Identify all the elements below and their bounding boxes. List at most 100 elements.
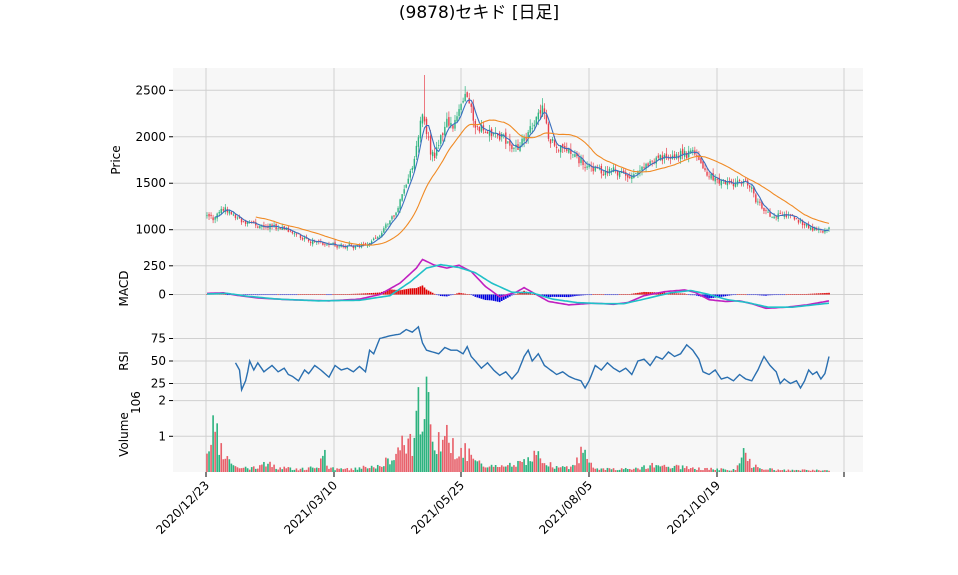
volume-bar: [665, 466, 668, 472]
price-ytick-label: 2000: [135, 130, 166, 144]
macd-hist-bar: [563, 294, 566, 298]
macd-hist-bar: [444, 294, 446, 297]
volume-bar: [287, 467, 290, 472]
volume-bar: [779, 470, 782, 472]
macd-hist-bar: [334, 294, 336, 295]
volume-bar: [336, 468, 338, 472]
volume-bar: [631, 469, 633, 472]
candle-body: [700, 157, 702, 164]
volume-bar: [496, 467, 499, 472]
macd-hist-bar: [750, 294, 753, 296]
candle-body: [734, 182, 737, 187]
candle-body: [531, 128, 533, 130]
volume-bar: [254, 468, 257, 472]
candle-body: [212, 217, 214, 221]
macd-hist-bar: [480, 294, 483, 299]
volume-bar: [389, 464, 391, 472]
macd-hist-bar: [352, 293, 355, 295]
candle-body: [372, 238, 375, 241]
macd-hist-bar: [557, 294, 560, 297]
volume-bar: [374, 468, 377, 472]
macd-hist-bar: [429, 291, 432, 295]
volume-bar: [460, 447, 462, 472]
macd-hist-bar: [637, 292, 639, 295]
macd-hist-bar: [326, 294, 328, 296]
macd-hist-bar: [704, 294, 706, 298]
volume-bar: [397, 447, 399, 472]
macd-hist-bar: [826, 292, 828, 295]
volume-bar: [285, 468, 288, 472]
volume-bar: [539, 458, 542, 472]
volume-bar: [515, 466, 517, 472]
volume-bar: [706, 467, 708, 472]
candle-body: [496, 133, 499, 136]
macd-hist-bar: [283, 294, 286, 296]
candle-body: [454, 119, 456, 129]
volume-bar: [372, 467, 375, 472]
macd-hist-bar: [513, 294, 515, 296]
macd-hist-bar: [466, 294, 468, 295]
volume-bar: [675, 464, 678, 472]
candle-body: [488, 130, 491, 136]
candle-body: [586, 166, 588, 168]
volume-bar: [458, 456, 460, 472]
volume-bar: [807, 470, 810, 472]
macd-hist-bar: [586, 294, 588, 296]
candle-body: [706, 171, 708, 176]
volume-bar: [415, 410, 418, 472]
volume-bar: [653, 467, 655, 472]
candle-body: [635, 173, 637, 175]
macd-hist-bar: [507, 294, 509, 298]
candle-body: [318, 240, 320, 242]
volume-bar: [651, 462, 653, 472]
candle-body: [643, 166, 645, 168]
macd-hist-bar: [482, 294, 485, 300]
volume-bar: [411, 455, 414, 472]
volume-bar: [439, 451, 442, 472]
macd-hist-bar: [259, 294, 261, 296]
candle-body: [618, 171, 621, 177]
candle-body: [456, 116, 458, 122]
volume-bar: [444, 436, 446, 472]
volume-bar: [383, 466, 385, 472]
volume-bar: [700, 469, 702, 472]
volume-bar: [500, 465, 503, 472]
volume-bar: [407, 438, 410, 472]
volume-bar: [633, 468, 635, 472]
volume-bar: [427, 392, 430, 472]
volume-bar: [419, 434, 422, 472]
candle-body: [419, 120, 422, 139]
candle-body: [387, 223, 389, 225]
volume-bar: [309, 466, 312, 472]
volume-bar: [647, 468, 649, 472]
macd-hist-bar: [820, 293, 822, 295]
volume-bar: [608, 468, 611, 472]
macd-hist-bar: [708, 294, 710, 299]
candle-body: [799, 220, 802, 222]
macd-hist-bar: [494, 294, 497, 302]
candle-body: [472, 103, 474, 121]
candle-body: [744, 179, 747, 181]
macd-ytick-label: 250: [143, 259, 166, 273]
macd-hist-bar: [572, 294, 574, 297]
volume-bar: [421, 431, 424, 472]
macd-hist-bar: [401, 289, 403, 295]
macd-hist-bar: [462, 293, 464, 295]
candle-body: [364, 243, 367, 246]
volume-bar: [635, 467, 637, 472]
candle-body: [657, 155, 659, 158]
macd-hist-bar: [206, 294, 208, 295]
candle-body: [466, 92, 468, 98]
macd-hist-bar: [354, 293, 357, 295]
macd-hist-bar: [685, 294, 688, 295]
volume-bar: [464, 443, 466, 472]
candle-body: [435, 147, 438, 156]
volume-bar: [533, 450, 536, 472]
volume-bar: [218, 454, 221, 472]
candle-body: [214, 217, 216, 220]
volume-bar: [655, 465, 658, 472]
candle-body: [712, 173, 714, 181]
volume-bar: [291, 470, 294, 472]
volume-ytick-label: 2: [158, 394, 166, 408]
volume-bar: [358, 467, 361, 472]
